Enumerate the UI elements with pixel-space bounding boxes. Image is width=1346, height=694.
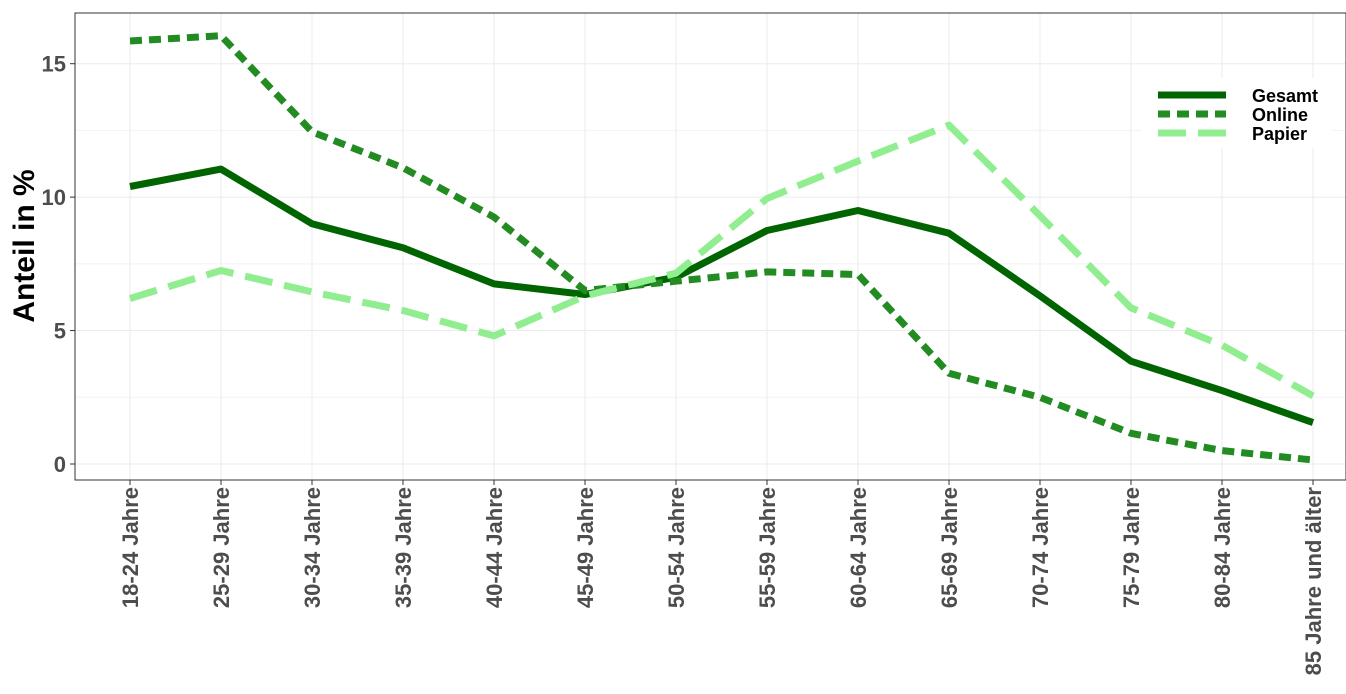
x-tick-label: 75-79 Jahre [1119, 487, 1144, 608]
x-tick-label: 60-64 Jahre [846, 487, 871, 608]
y-axis-title: Anteil in % [8, 169, 41, 322]
x-tick-label: 55-59 Jahre [755, 487, 780, 608]
y-tick-label: 5 [54, 319, 66, 344]
x-tick-label: 18-24 Jahre [118, 487, 143, 608]
x-tick-label: 40-44 Jahre [482, 487, 507, 608]
series-line-online [129, 32, 1314, 464]
y-tick-label: 10 [42, 185, 66, 210]
legend-label-papier: Papier [1252, 124, 1307, 144]
y-tick-label: 0 [54, 452, 66, 477]
x-axis: 18-24 Jahre 25-29 Jahre 30-34 Jahre 35-39 J… [118, 480, 1326, 675]
y-tick-label: 15 [42, 52, 66, 77]
legend-label-gesamt: Gesamt [1252, 86, 1318, 106]
legend-label-online: Online [1252, 105, 1308, 125]
x-tick-label: 80-84 Jahre [1210, 487, 1235, 608]
x-tick-label: 35-39 Jahre [391, 487, 416, 608]
series-lines [128, 32, 1315, 464]
x-tick-label: 65-69 Jahre [937, 487, 962, 608]
y-axis: 0 5 10 15 [42, 52, 75, 477]
plot-panel-border [74, 12, 1346, 481]
x-tick-label: 85 Jahre und älter [1301, 487, 1326, 676]
x-tick-label: 50-54 Jahre [664, 487, 689, 608]
x-tick-label: 30-34 Jahre [300, 487, 325, 608]
grid [75, 13, 1346, 480]
x-tick-label: 45-49 Jahre [573, 487, 598, 608]
x-tick-label: 25-29 Jahre [209, 487, 234, 608]
series-line-gesamt [129, 165, 1315, 426]
x-tick-label: 70-74 Jahre [1028, 487, 1053, 608]
series-line-papier [128, 121, 1315, 399]
